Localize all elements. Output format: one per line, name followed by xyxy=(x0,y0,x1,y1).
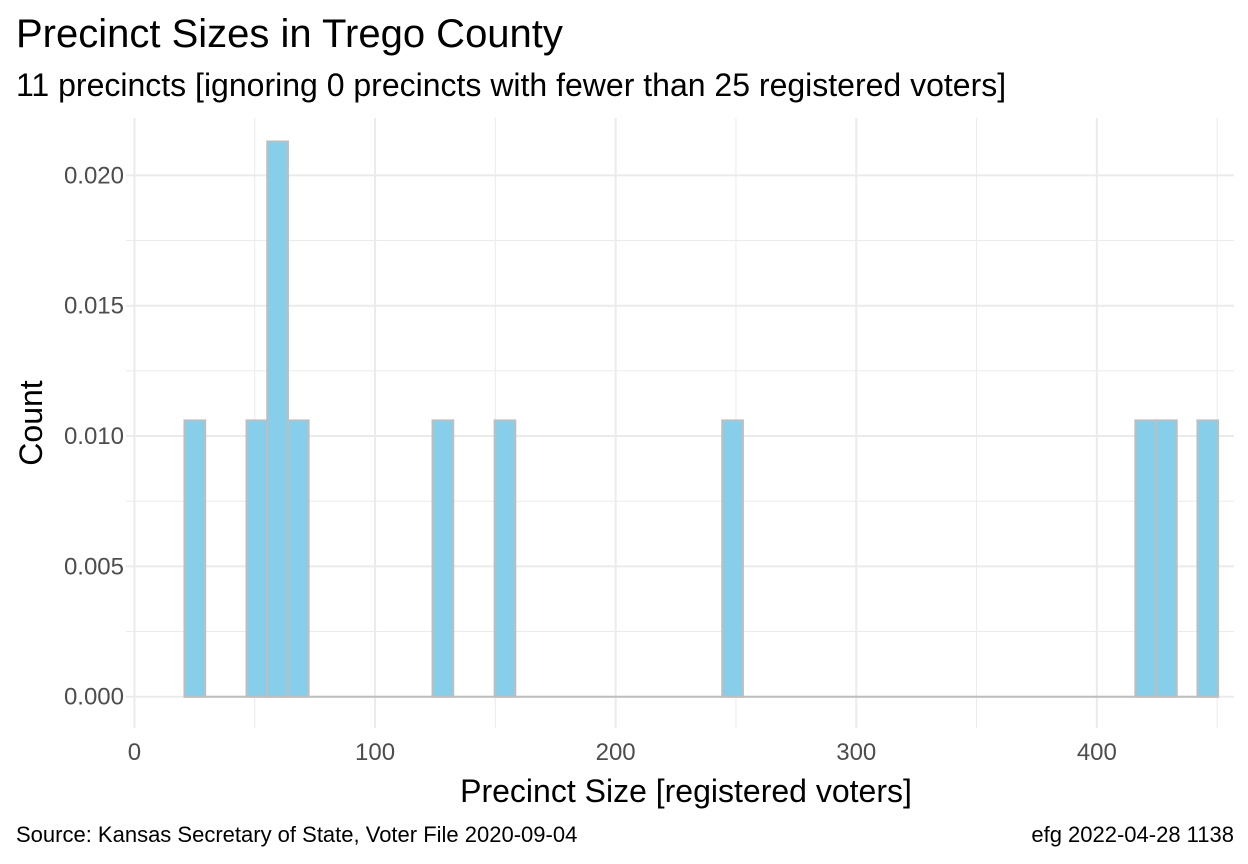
histogram-bars xyxy=(183,140,1220,698)
y-tick-label: 0.010 xyxy=(64,423,124,450)
x-axis-ticks: 0 100 200 300 400 xyxy=(128,739,1117,766)
histogram-bar-5 xyxy=(493,419,517,698)
chart-subtitle: 11 precincts [ignoring 0 precincts with … xyxy=(16,67,1007,103)
x-axis-label: Precinct Size [registered voters] xyxy=(460,773,912,809)
x-tick-label: 300 xyxy=(836,739,876,766)
histogram-bar-0 xyxy=(183,419,207,698)
chart-title: Precinct Sizes in Trego County xyxy=(16,12,563,56)
y-tick-label: 0.005 xyxy=(64,553,124,580)
y-tick-label: 0.020 xyxy=(64,162,124,189)
histogram-bar-1 xyxy=(245,419,269,698)
histogram-bar-3 xyxy=(286,419,310,698)
histogram-bar-2 xyxy=(266,140,289,698)
histogram-bar-6 xyxy=(721,419,744,698)
y-tick-label: 0.000 xyxy=(64,684,124,711)
histogram-bar-8 xyxy=(1155,419,1178,698)
source-caption: Source: Kansas Secretary of State, Voter… xyxy=(16,822,578,847)
y-tick-label: 0.015 xyxy=(64,293,124,320)
x-tick-label: 400 xyxy=(1077,739,1117,766)
minor-gridlines xyxy=(126,118,1234,728)
histogram-bar-4 xyxy=(431,419,455,698)
y-axis-ticks: 0.000 0.005 0.010 0.015 0.020 xyxy=(64,162,124,710)
x-tick-label: 100 xyxy=(355,739,395,766)
author-caption: efg 2022-04-28 1138 xyxy=(1031,822,1234,847)
x-tick-label: 200 xyxy=(596,739,636,766)
y-axis-label: Count xyxy=(13,380,49,466)
x-tick-label: 0 xyxy=(128,739,141,766)
histogram-bar-9 xyxy=(1196,419,1220,698)
histogram-bar-7 xyxy=(1134,419,1158,698)
